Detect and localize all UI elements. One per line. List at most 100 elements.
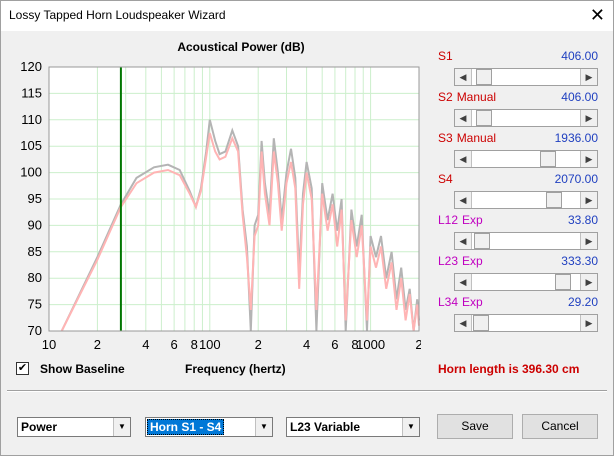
y-tick-label: 85: [28, 244, 42, 259]
slider-label-s2: S2 Manual: [438, 90, 496, 104]
y-tick-label: 70: [28, 323, 42, 338]
scroll-left-icon[interactable]: ◀: [455, 110, 472, 126]
x-tick-label: 6: [171, 337, 178, 352]
show-baseline-checkbox[interactable]: ✔: [16, 362, 29, 375]
slider-label-l12: L12 Exp: [438, 213, 483, 227]
slider-s3[interactable]: ◀ ▶: [454, 150, 598, 168]
x-tick-label: 4: [303, 337, 310, 352]
scroll-left-icon[interactable]: ◀: [455, 274, 472, 290]
slider-name: S3: [438, 131, 453, 145]
slider-value-s2: 406.00: [561, 90, 598, 104]
slider-name: L23: [438, 254, 459, 268]
slider-mode: Exp: [462, 213, 483, 227]
slider-mode: Manual: [456, 131, 497, 145]
y-tick-label: 90: [28, 217, 42, 232]
scroll-left-icon[interactable]: ◀: [455, 315, 472, 331]
slider-thumb[interactable]: [539, 151, 556, 167]
slider-thumb[interactable]: [473, 233, 490, 249]
scroll-right-icon[interactable]: ▶: [580, 274, 597, 290]
y-tick-label: 75: [28, 297, 42, 312]
variable-select[interactable]: L23 Variable ▼: [286, 417, 420, 437]
close-icon[interactable]: ✕: [589, 5, 605, 25]
x-tick-label: 10: [42, 337, 56, 352]
series-line-1: [60, 132, 420, 332]
show-baseline-label[interactable]: Show Baseline: [40, 362, 125, 376]
x-tick-label: 8: [191, 337, 198, 352]
chevron-down-icon[interactable]: ▼: [402, 418, 419, 436]
slider-s2[interactable]: ◀ ▶: [454, 109, 598, 127]
slider-label-l23: L23 Exp: [438, 254, 483, 268]
slider-label-s4: S4: [438, 172, 457, 186]
scroll-right-icon[interactable]: ▶: [580, 69, 597, 85]
slider-name: S4: [438, 172, 453, 186]
slider-s4[interactable]: ◀ ▶: [454, 191, 598, 209]
scroll-left-icon[interactable]: ◀: [455, 192, 472, 208]
plot-type-value: Power: [21, 420, 58, 434]
x-tick-label: 100: [199, 337, 221, 352]
scroll-right-icon[interactable]: ▶: [580, 192, 597, 208]
chevron-down-icon[interactable]: ▼: [255, 418, 272, 436]
slider-thumb[interactable]: [472, 315, 489, 331]
scroll-right-icon[interactable]: ▶: [580, 151, 597, 167]
slider-name: S1: [438, 49, 453, 63]
x-tick-label: 1000: [356, 337, 385, 352]
y-tick-label: 120: [20, 59, 42, 74]
slider-l12[interactable]: ◀ ▶: [454, 232, 598, 250]
slider-thumb[interactable]: [475, 69, 492, 85]
chart-title: Acoustical Power (dB): [177, 40, 305, 54]
chevron-down-icon[interactable]: ▼: [113, 418, 130, 436]
slider-value-l23: 333.30: [561, 254, 598, 268]
title-bar: Lossy Tapped Horn Loudspeaker Wizard ✕: [1, 1, 613, 31]
slider-value-l34: 29.20: [567, 295, 598, 309]
slider-label-s1: S1: [438, 49, 457, 63]
x-tick-label: 6: [331, 337, 338, 352]
cancel-button[interactable]: Cancel: [522, 414, 598, 439]
slider-value-l12: 33.80: [567, 213, 598, 227]
y-tick-label: 115: [21, 85, 42, 100]
window-title: Lossy Tapped Horn Loudspeaker Wizard: [9, 8, 226, 22]
plot-frame: [48, 66, 420, 332]
checkmark-icon: ✔: [17, 362, 28, 374]
slider-mode: Exp: [462, 254, 483, 268]
slider-name: L12: [438, 213, 459, 227]
y-tick-label: 80: [28, 270, 42, 285]
slider-l23[interactable]: ◀ ▶: [454, 273, 598, 291]
scroll-right-icon[interactable]: ▶: [580, 315, 597, 331]
slider-mode: Manual: [456, 90, 497, 104]
scroll-left-icon[interactable]: ◀: [455, 233, 472, 249]
save-button[interactable]: Save: [437, 414, 513, 439]
separator: [7, 390, 607, 392]
y-tick-label: 105: [20, 138, 42, 153]
scroll-right-icon[interactable]: ▶: [580, 233, 597, 249]
x-tick-label: 4: [142, 337, 149, 352]
horn-section-select[interactable]: Horn S1 - S4 ▼: [145, 417, 273, 437]
y-tick-label: 100: [20, 165, 42, 180]
x-tick-label: 2: [415, 337, 421, 352]
slider-l34[interactable]: ◀ ▶: [454, 314, 598, 332]
scroll-left-icon[interactable]: ◀: [455, 69, 472, 85]
slider-label-l34: L34 Exp: [438, 295, 483, 309]
horn-section-value: Horn S1 - S4: [147, 419, 225, 435]
slider-value-s1: 406.00: [561, 49, 598, 63]
y-tick-label: 95: [28, 191, 42, 206]
slider-thumb[interactable]: [546, 192, 563, 208]
scroll-right-icon[interactable]: ▶: [580, 110, 597, 126]
slider-s1[interactable]: ◀ ▶: [454, 68, 598, 86]
slider-value-s4: 2070.00: [554, 172, 598, 186]
x-axis-label: Frequency (hertz): [185, 362, 286, 376]
scroll-left-icon[interactable]: ◀: [455, 151, 472, 167]
x-tick-label: 2: [255, 337, 262, 352]
slider-mode: Exp: [462, 295, 483, 309]
x-tick-label: 8: [351, 337, 358, 352]
slider-name: L34: [438, 295, 459, 309]
x-tick-label: 2: [94, 337, 101, 352]
slider-label-s3: S3 Manual: [438, 131, 496, 145]
slider-thumb[interactable]: [554, 274, 571, 290]
variable-value: L23 Variable: [290, 420, 361, 434]
slider-thumb[interactable]: [475, 110, 492, 126]
slider-value-s3: 1936.00: [554, 131, 598, 145]
plot-type-select[interactable]: Power ▼: [17, 417, 131, 437]
horn-length-text: Horn length is 396.30 cm: [438, 362, 580, 376]
